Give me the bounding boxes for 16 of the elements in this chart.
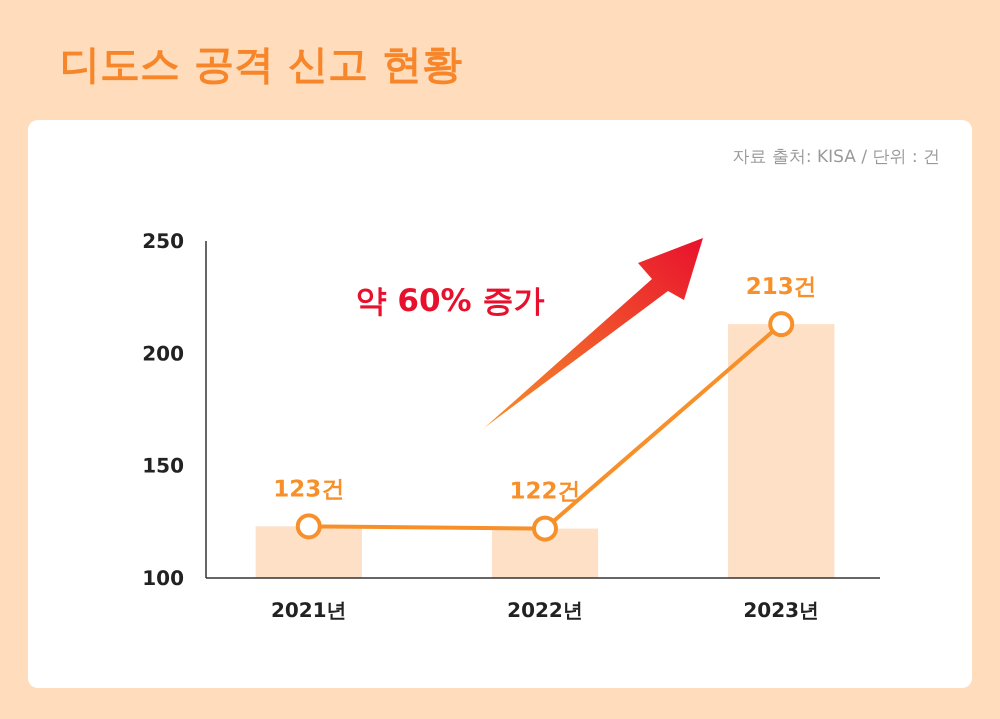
annotation: 약 60% 증가: [356, 283, 544, 319]
y-tick-label: 100: [142, 566, 184, 590]
data-label: 213건: [746, 274, 817, 300]
point: [532, 516, 558, 542]
point: [296, 513, 322, 540]
y-tick-label: 250: [142, 229, 184, 253]
text: 자료 출처: KISA / 단위 : 건: [732, 147, 940, 167]
x-tick-label: 2022년: [507, 598, 583, 622]
x-tick-label: 2023년: [743, 598, 820, 622]
y-tick-label: 200: [142, 341, 184, 366]
data-label: 123건: [273, 476, 344, 502]
x-tick-label: 2021년: [270, 598, 347, 622]
data-label: 122건: [509, 478, 581, 505]
chart-title: 디도스 공격 신고 현황: [60, 42, 462, 88]
point: [768, 311, 794, 338]
y-tick-label: 150: [142, 454, 184, 478]
